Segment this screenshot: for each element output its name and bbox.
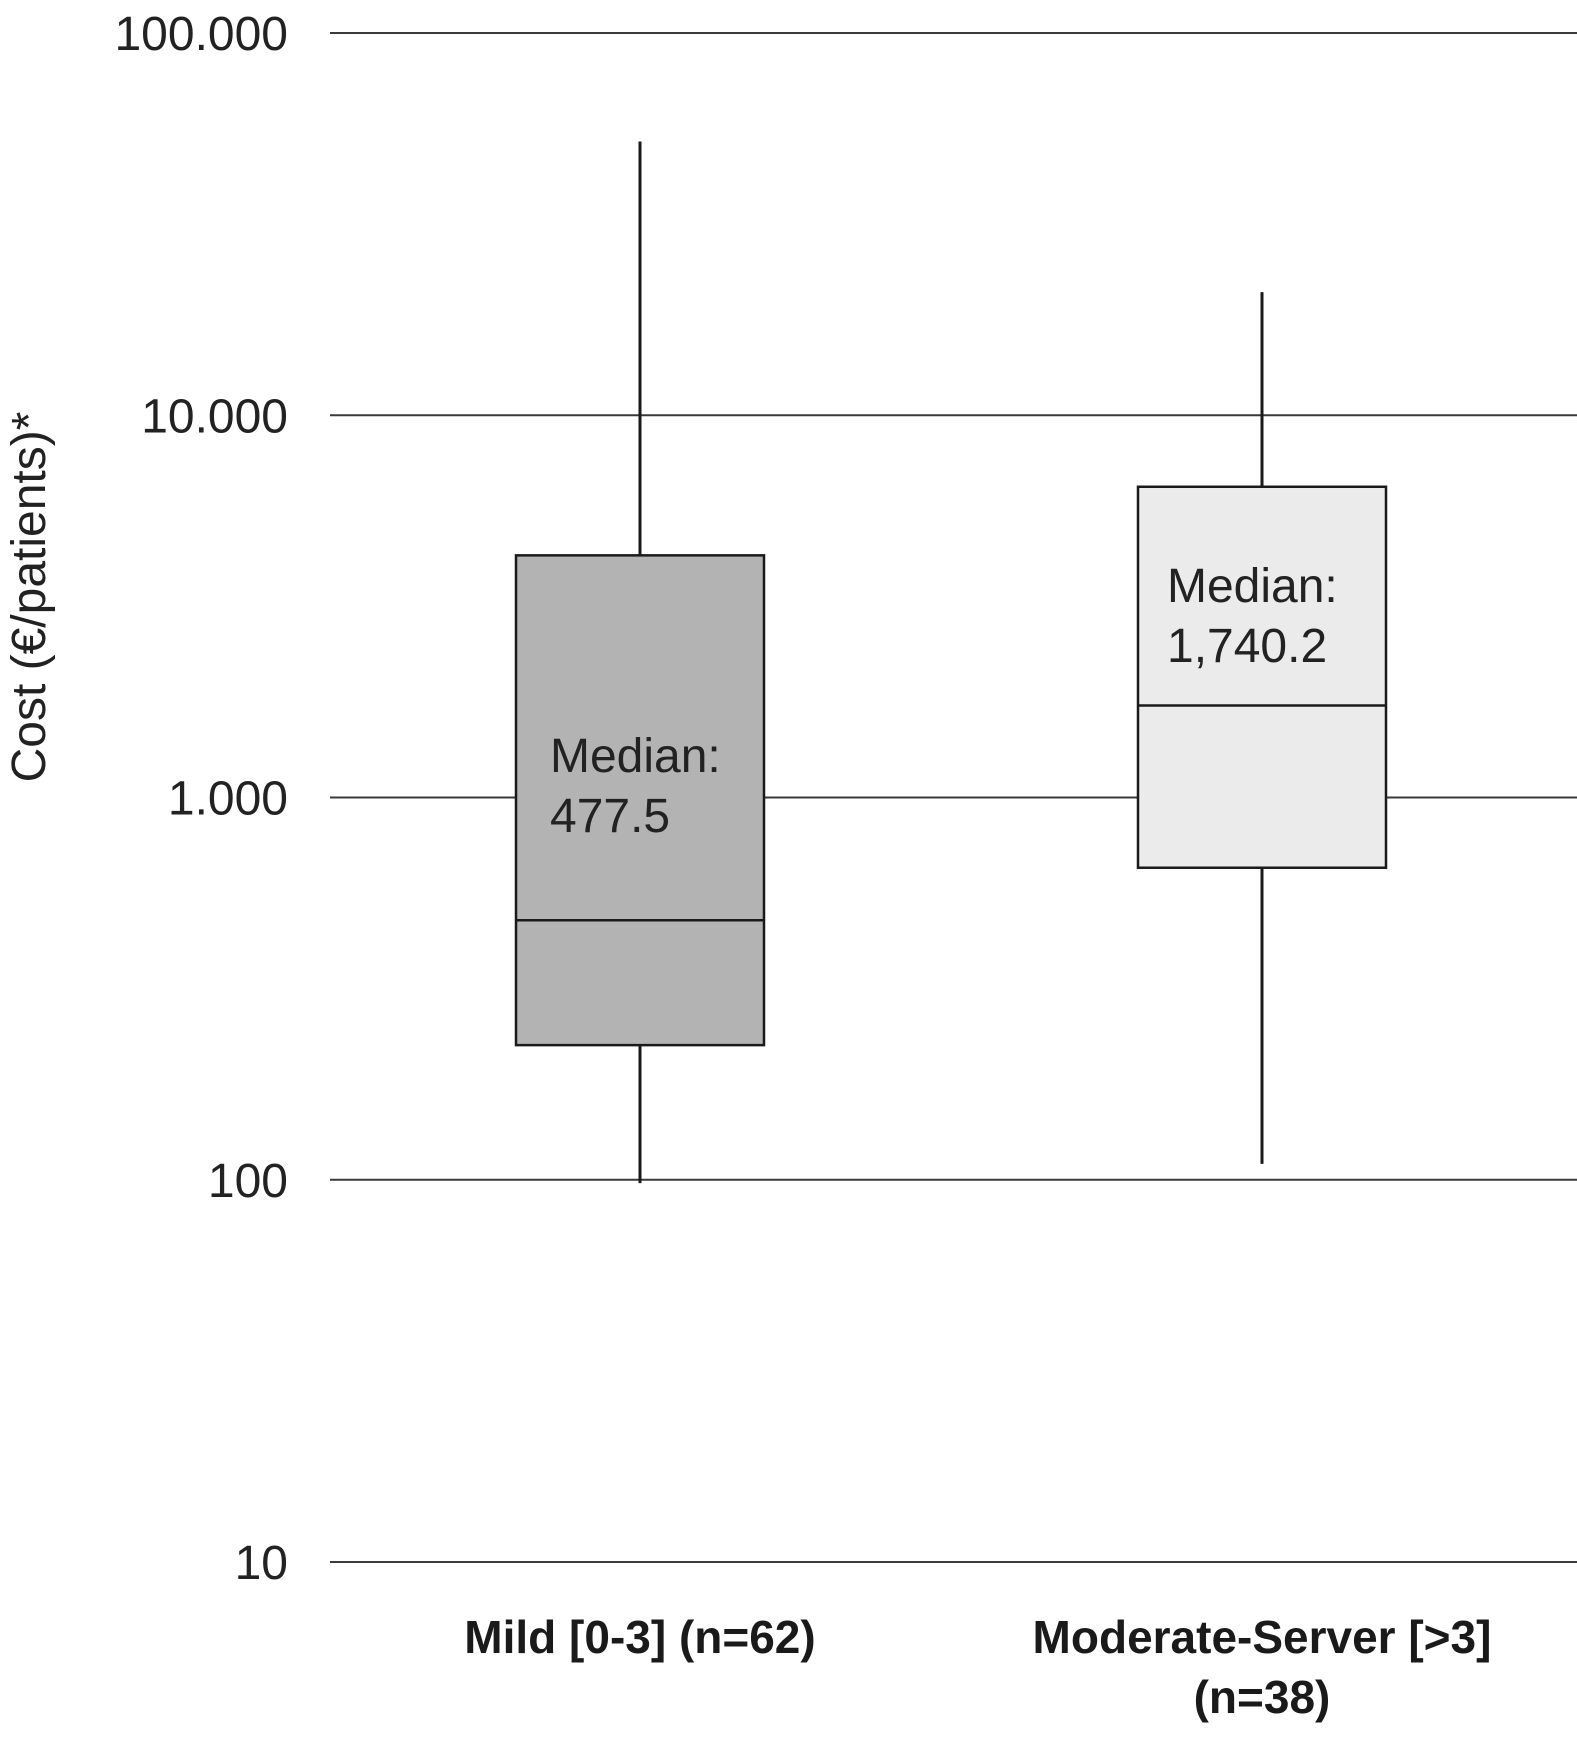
iqr-box (514, 554, 766, 1047)
box-1: Median: 477.5 (514, 141, 766, 1184)
y-tick-label: 1.000 (168, 773, 288, 826)
category-labels: Mild [0-3] (n=62) Moderate-Server [>3] (n=… (464, 1611, 1491, 1723)
x-category-label: Mild [0-3] (n=62) (464, 1611, 815, 1663)
median-annotation: Median: 1,740.2 (1167, 560, 1338, 673)
boxes: Median: 477.5 Median: 1,740.2 (514, 141, 1388, 1184)
y-tick-label: 100.000 (114, 8, 288, 61)
y-tick-label: 10.000 (141, 390, 288, 443)
y-tick-label: 10 (235, 1537, 288, 1590)
y-tick-labels: 10 100 1.000 10.000 100.000 (114, 8, 288, 1590)
y-axis-title: Cost (€/patients)* (3, 412, 56, 783)
y-tick-label: 100 (208, 1155, 288, 1208)
x-category-label: Moderate-Server [>3] (n=38) (1033, 1611, 1492, 1723)
box-2: Median: 1,740.2 (1136, 292, 1388, 1164)
median-annotation: Median: 477.5 (550, 730, 721, 843)
iqr-box (1136, 485, 1388, 869)
